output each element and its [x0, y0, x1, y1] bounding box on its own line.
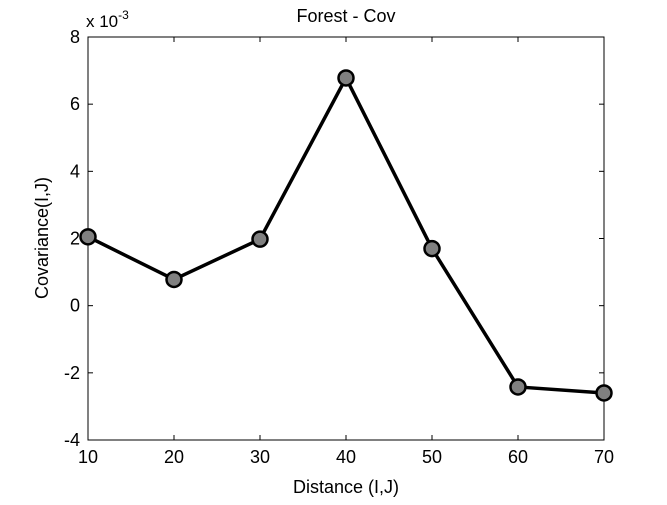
x-tick-label: 40: [336, 447, 356, 467]
x-tick-label: 70: [594, 447, 614, 467]
data-point: [79, 228, 97, 246]
data-point: [251, 230, 269, 248]
y-axis-label: Covariance(I,J): [32, 177, 52, 299]
axes: 10 20 30 40 50 60 70 -4 -2 0 2 4 6 8: [64, 27, 614, 467]
data-point: [509, 378, 527, 396]
data-point: [165, 270, 183, 289]
y-tick-label: 8: [70, 27, 80, 47]
data-point: [423, 239, 441, 258]
y-multiplier-base: x 10: [86, 12, 118, 31]
y-tick-label: 2: [70, 229, 80, 249]
y-tick-label: 6: [70, 94, 80, 114]
y-tick-label: -2: [64, 363, 80, 383]
data-point: [337, 69, 355, 87]
y-tick-label: 4: [70, 161, 80, 181]
x-tick-label: 30: [250, 447, 270, 467]
x-tick-label: 20: [164, 447, 184, 467]
x-tick-label: 10: [78, 447, 98, 467]
y-tick-label: 0: [70, 296, 80, 316]
y-multiplier-exponent: -3: [118, 8, 129, 22]
x-tick-label: 60: [508, 447, 528, 467]
chart-title: Forest - Cov: [296, 6, 395, 26]
data-point: [595, 384, 613, 402]
plot-area: [87, 36, 605, 441]
y-tick-label: -4: [64, 430, 80, 450]
x-tick-label: 50: [422, 447, 442, 467]
x-axis-label: Distance (I,J): [293, 477, 399, 497]
y-multiplier: x 10-3: [86, 8, 129, 31]
series-layer: [79, 69, 613, 402]
